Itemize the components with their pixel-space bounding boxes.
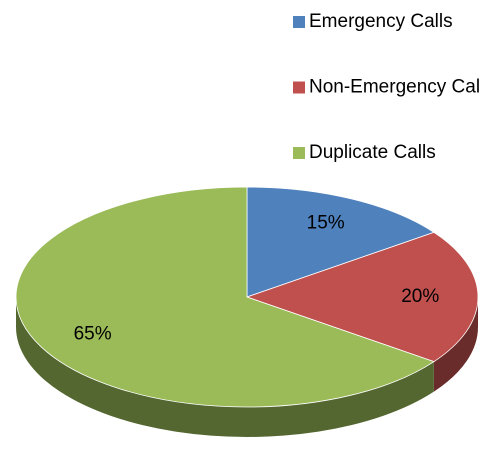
slice-side bbox=[16, 297, 434, 437]
legend-label: Duplicate Calls bbox=[309, 142, 436, 163]
legend-swatch bbox=[293, 81, 305, 94]
legend-swatch bbox=[293, 16, 305, 28]
data-label: 15% bbox=[307, 213, 345, 234]
legend-label: Non-Emergency Calls bbox=[309, 77, 481, 98]
slice bbox=[15, 186, 435, 408]
slice bbox=[246, 186, 435, 298]
legend-swatch bbox=[293, 147, 305, 159]
slice bbox=[245, 231, 479, 363]
legend-label: Emergency Calls bbox=[309, 11, 453, 32]
data-label: 65% bbox=[74, 323, 112, 344]
data-label: 20% bbox=[401, 286, 439, 307]
